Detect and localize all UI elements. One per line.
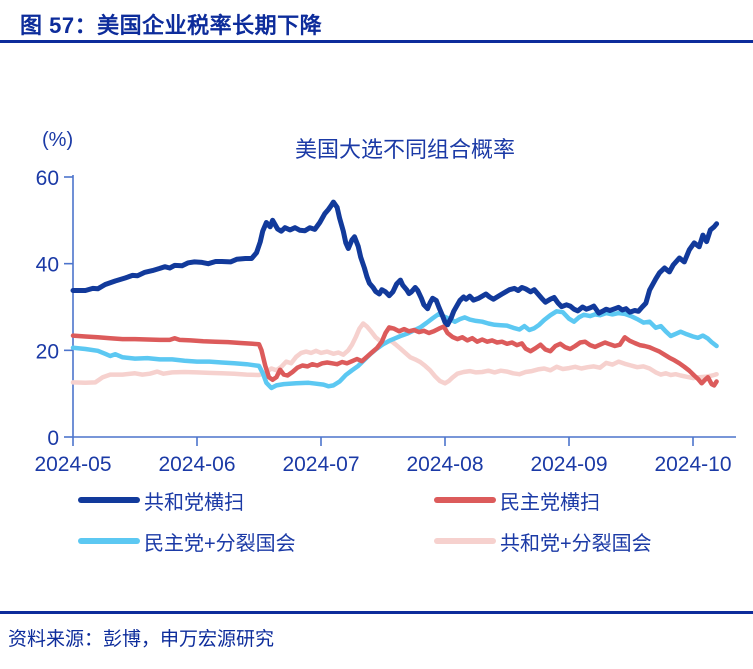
legend-swatch-pink (434, 538, 496, 544)
legend-swatch-navy (78, 497, 140, 503)
footer-divider (0, 611, 753, 614)
y-axis-unit-label: (%) (42, 129, 74, 151)
svg-text:0: 0 (47, 427, 59, 450)
line-chart-canvas: 0 20 40 60 2024-05 2024-06 2024-07 2024-08 2024-… (34, 167, 736, 476)
title-divider (0, 40, 753, 43)
chart-legend: 共和党横扫 民主党横扫 民主党+分裂国会 共和党+分裂国会 (78, 489, 652, 555)
legend-label: 民主党+分裂国会 (144, 532, 296, 555)
legend-label: 共和党+分裂国会 (500, 532, 652, 555)
svg-text:2024-08: 2024-08 (406, 453, 483, 476)
svg-text:20: 20 (36, 340, 59, 363)
chart-title: 美国大选不同组合概率 (294, 137, 515, 162)
source-note: 资料来源：彭博，申万宏源研究 (8, 629, 275, 650)
svg-text:2024-06: 2024-06 (158, 453, 235, 476)
legend-item-republican-split-congress: 共和党+分裂国会 (434, 530, 652, 555)
legend-label: 共和党横扫 (144, 491, 244, 514)
legend-label: 民主党横扫 (500, 491, 600, 514)
svg-text:60: 60 (36, 167, 59, 190)
figure-title: 图 57：美国企业税率长期下降 (20, 13, 323, 38)
legend-swatch-lightblue (78, 538, 140, 544)
legend-item-republican-sweep: 共和党横扫 (78, 489, 434, 514)
svg-text:2024-10: 2024-10 (654, 453, 731, 476)
legend-item-democrat-sweep: 民主党横扫 (434, 489, 652, 514)
svg-text:40: 40 (36, 254, 59, 277)
svg-text:2024-07: 2024-07 (282, 453, 359, 476)
svg-text:2024-05: 2024-05 (34, 453, 111, 476)
svg-text:2024-09: 2024-09 (530, 453, 607, 476)
legend-swatch-red (434, 497, 496, 503)
legend-item-democrat-split-congress: 民主党+分裂国会 (78, 530, 434, 555)
